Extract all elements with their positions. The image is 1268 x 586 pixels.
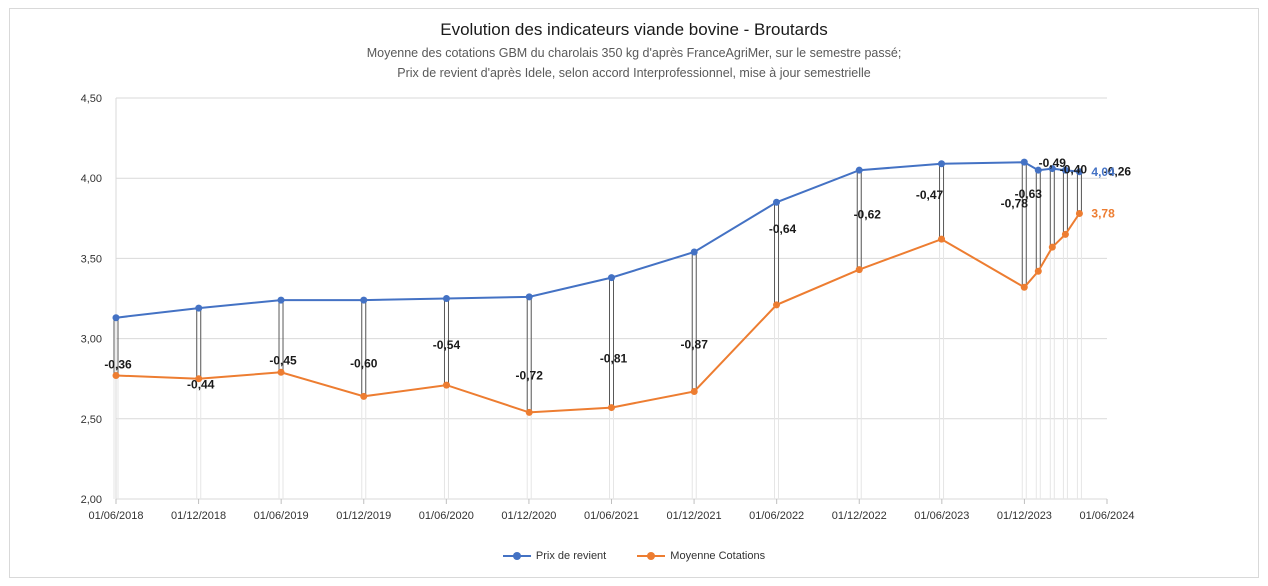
y-tick-label: 3,50 (81, 253, 102, 265)
data-point (690, 248, 698, 256)
data-point (773, 301, 781, 309)
y-tick-label: 3,00 (81, 334, 102, 346)
data-point (442, 295, 450, 302)
data-point (442, 381, 450, 389)
data-point (1048, 165, 1056, 173)
x-tick-label: 01/06/2018 (88, 510, 143, 522)
series-line-moyenne-cotations (115, 212, 1081, 414)
x-tick-label: 01/06/2022 (749, 510, 804, 522)
data-point (525, 293, 533, 301)
x-tick-label: 01/06/2020 (419, 510, 474, 522)
x-tick-label: 01/06/2024 (1079, 510, 1134, 522)
x-tick-label: 01/06/2021 (584, 510, 639, 522)
data-point (1048, 243, 1056, 251)
chart-frame (9, 8, 1259, 578)
x-tick-label: 01/12/2023 (997, 510, 1052, 522)
data-point (112, 314, 120, 322)
gap-label: -0,62 (854, 208, 882, 222)
gap-label: -0,87 (681, 338, 709, 352)
y-tick-label: 4,50 (81, 93, 102, 105)
legend: Prix de revient Moyenne Cotations (0, 550, 1268, 564)
chart-subtitle-line-2: Prix de revient d'après Idele, selon acc… (397, 66, 871, 80)
y-tick-label: 2,00 (81, 494, 102, 506)
data-point (1075, 209, 1083, 217)
x-tick-label: 01/12/2020 (501, 510, 556, 522)
data-point (1061, 230, 1069, 238)
data-point (525, 408, 533, 416)
data-point (855, 266, 863, 274)
gap-label: -0,49 (1039, 156, 1067, 170)
data-point (1020, 283, 1028, 291)
data-point (608, 404, 615, 412)
end-label-prix-de-revient: 4,04 (1091, 165, 1115, 179)
data-point (360, 392, 368, 400)
data-point (608, 274, 615, 282)
x-tick-label: 01/06/2019 (254, 510, 309, 522)
x-tick-label: 01/12/2019 (336, 510, 391, 522)
gap-label: -0,36 (104, 357, 132, 371)
data-point (690, 388, 698, 396)
legend-item-prix-de-revient: Prix de revient (502, 550, 607, 562)
data-point (360, 296, 368, 304)
data-point (1020, 158, 1028, 166)
data-point (277, 368, 285, 376)
data-point (1061, 166, 1069, 174)
gap-label: -0,78 (1001, 196, 1029, 210)
data-point (112, 371, 120, 379)
x-tick-label: 01/12/2022 (832, 510, 887, 522)
legend-label-moyenne-cotations: Moyenne Cotations (670, 550, 766, 562)
x-tick-label: 01/12/2021 (667, 510, 722, 522)
gap-label: -0,44 (187, 378, 215, 392)
data-point (773, 198, 781, 206)
legend-label-prix-de-revient: Prix de revient (535, 550, 607, 562)
gap-label: -0,64 (769, 222, 797, 236)
gap-label: -0,81 (600, 352, 628, 366)
legend-item-moyenne-cotations: Moyenne Cotations (637, 550, 765, 562)
series-line-prix-de-revient (115, 161, 1080, 319)
data-point (938, 160, 946, 168)
data-point (855, 166, 863, 174)
gap-label: -0,60 (350, 356, 378, 370)
legend-marker-blue (502, 551, 531, 561)
legend-marker-orange (637, 551, 666, 561)
gap-label: -0,26 (1104, 164, 1132, 178)
chart-subtitle-line-1: Moyenne des cotations GBM du charolais 3… (366, 46, 902, 60)
data-point (195, 375, 203, 383)
end-label-moyenne-cotations: 3,78 (1091, 206, 1115, 220)
gap-label: -0,72 (516, 368, 544, 382)
gap-label: -0,47 (916, 188, 944, 202)
data-point (195, 304, 203, 312)
gap-label: -0,45 (269, 353, 297, 367)
data-point (1075, 168, 1083, 176)
y-tick-label: 4,00 (81, 173, 102, 185)
x-tick-label: 01/12/2018 (171, 510, 226, 522)
y-tick-label: 2,50 (81, 414, 102, 426)
data-point (277, 296, 285, 304)
gap-label: -0,63 (1015, 187, 1043, 201)
gap-label: -0,40 (1060, 162, 1088, 176)
data-point (1034, 267, 1042, 275)
chart-title: Evolution des indicateurs viande bovine … (440, 20, 828, 39)
gap-label: -0,54 (433, 338, 461, 352)
x-tick-label: 01/06/2023 (914, 510, 969, 522)
data-point (1034, 166, 1042, 174)
data-point (938, 235, 946, 243)
